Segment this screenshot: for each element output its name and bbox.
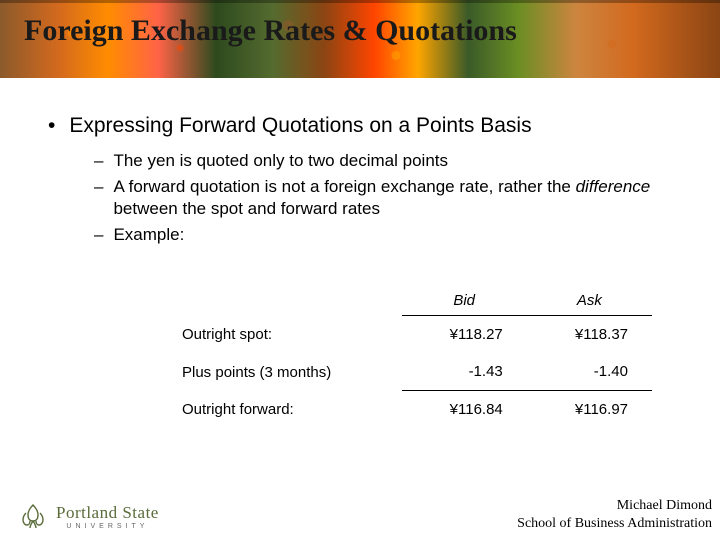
table-row-points: Plus points (3 months) -1.43 -1.40 xyxy=(172,353,652,391)
logo-name: Portland State xyxy=(56,504,159,521)
bullet-main-text: Expressing Forward Quotations on a Point… xyxy=(69,114,531,138)
content-area: • Expressing Forward Quotations on a Poi… xyxy=(0,78,720,428)
logo-icon xyxy=(18,502,48,532)
row-bid: -1.43 xyxy=(402,353,527,391)
bullet-dash: – xyxy=(94,224,103,246)
row-ask: ¥118.37 xyxy=(527,316,652,354)
bullet-sub-1: – The yen is quoted only to two decimal … xyxy=(94,150,678,172)
attribution-school: School of Business Administration xyxy=(517,515,712,533)
fx-table-wrap: Bid Ask Outright spot: ¥118.27 ¥118.37 P… xyxy=(172,288,652,428)
bullet-dash: – xyxy=(94,150,103,172)
logo-text: Portland State UNIVERSITY xyxy=(56,504,159,530)
row-bid: ¥118.27 xyxy=(402,316,527,354)
table-header-blank xyxy=(172,288,402,316)
logo-subtitle: UNIVERSITY xyxy=(56,523,159,530)
bullet-sub-3: – Example: xyxy=(94,224,678,246)
bullet-sub-3-text: Example: xyxy=(113,224,184,246)
attribution: Michael Dimond School of Business Admini… xyxy=(517,497,712,532)
table-header-ask: Ask xyxy=(527,288,652,316)
table-header-row: Bid Ask xyxy=(172,288,652,316)
bullet-sub-1-text: The yen is quoted only to two decimal po… xyxy=(113,150,448,172)
fx-table: Bid Ask Outright spot: ¥118.27 ¥118.37 P… xyxy=(172,288,652,428)
bullet-dot: • xyxy=(48,114,55,138)
table-header-bid: Bid xyxy=(402,288,527,316)
row-label: Plus points (3 months) xyxy=(172,353,402,391)
bullet-dash: – xyxy=(94,176,103,198)
footer: Portland State UNIVERSITY Michael Dimond… xyxy=(0,497,720,532)
attribution-author: Michael Dimond xyxy=(517,497,712,515)
row-bid: ¥116.84 xyxy=(402,391,527,429)
table-row-forward: Outright forward: ¥116.84 ¥116.97 xyxy=(172,391,652,429)
row-label: Outright spot: xyxy=(172,316,402,354)
bullet-main: • Expressing Forward Quotations on a Poi… xyxy=(42,114,678,138)
bullet-sub-2-text: A forward quotation is not a foreign exc… xyxy=(113,176,678,220)
university-logo: Portland State UNIVERSITY xyxy=(18,502,159,532)
row-ask: -1.40 xyxy=(527,353,652,391)
row-label: Outright forward: xyxy=(172,391,402,429)
table-row-spot: Outright spot: ¥118.27 ¥118.37 xyxy=(172,316,652,354)
slide-title: Foreign Exchange Rates & Quotations xyxy=(24,14,517,48)
bullet-sub-2: – A forward quotation is not a foreign e… xyxy=(94,176,678,220)
row-ask: ¥116.97 xyxy=(527,391,652,429)
